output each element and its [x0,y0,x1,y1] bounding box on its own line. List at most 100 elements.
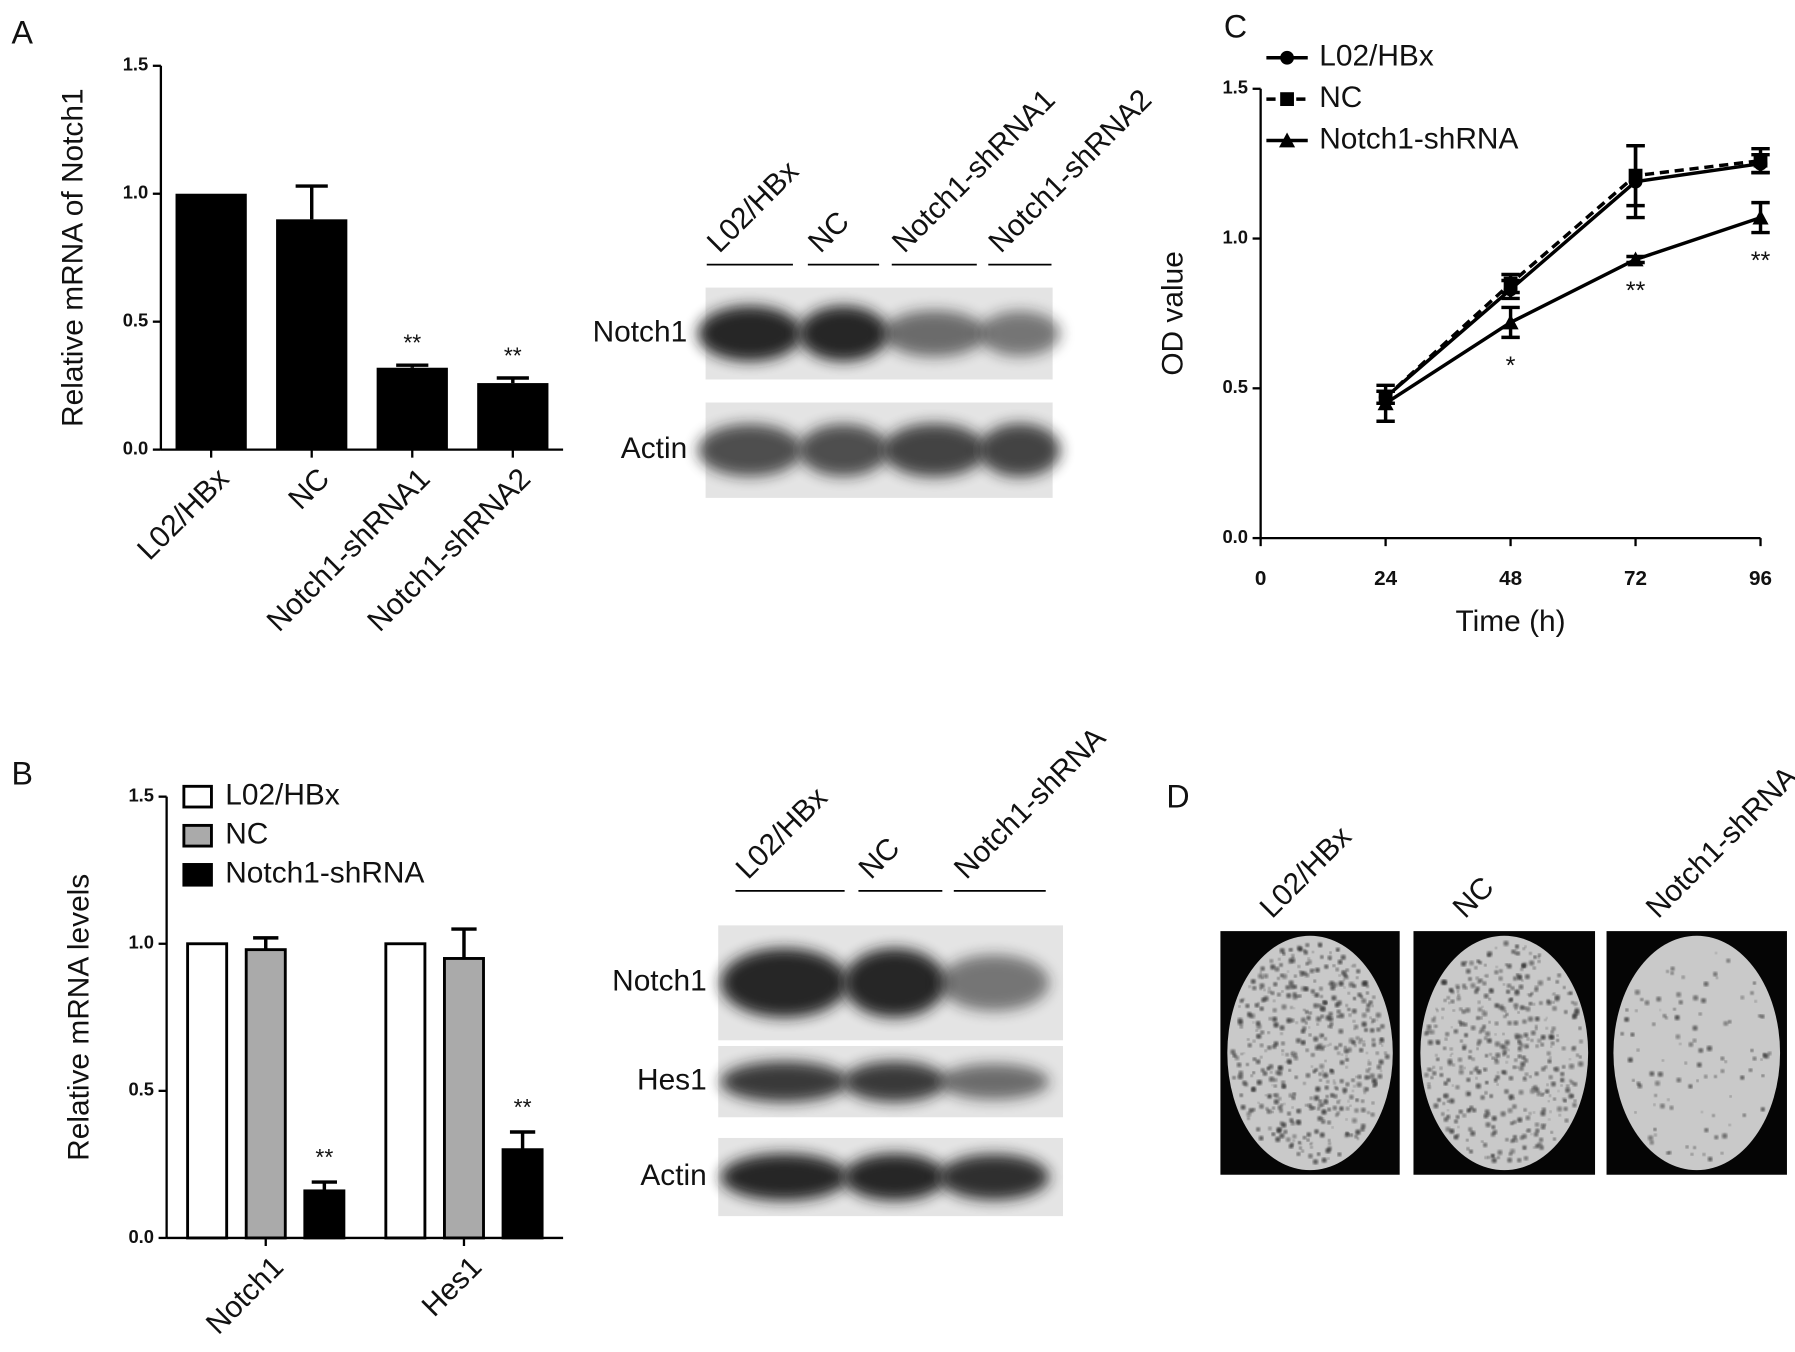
colony [1525,1006,1531,1012]
colony [1266,1109,1272,1114]
x-tick-label: NC [282,462,336,516]
colony [1567,991,1571,995]
colony [1315,967,1320,973]
colony [1320,1014,1325,1019]
colony [1528,960,1535,966]
colony [1354,1044,1357,1047]
blot-band [798,424,889,477]
colony [1495,1075,1500,1080]
colony [1285,1061,1288,1064]
colony [1562,986,1566,989]
colony [1534,988,1539,992]
colony [1281,1049,1284,1053]
colony [1532,966,1536,970]
colony [1291,1054,1294,1057]
colony [1309,1142,1313,1146]
colony [1289,1118,1294,1123]
colony [1359,995,1364,999]
colony [1260,1030,1265,1035]
colony [1300,1029,1306,1034]
colony [1424,1031,1429,1036]
colony [1321,1157,1327,1163]
colony [1470,982,1476,989]
marker [1502,314,1519,330]
colony [1279,963,1283,967]
colony [1291,1095,1296,1100]
colony [1447,1058,1453,1064]
colony [1323,1037,1328,1041]
colony [1260,966,1265,971]
colony [1448,1001,1451,1004]
colony [1349,1104,1352,1107]
colony [1657,1071,1664,1077]
colony [1338,1099,1341,1102]
colony [1632,1079,1635,1082]
marker [1753,153,1768,168]
colony [1754,1000,1757,1003]
legend-label: L02/HBx [1319,40,1434,73]
colony [1740,1075,1745,1080]
marker [1627,251,1644,267]
colony [1521,1055,1526,1060]
colony [1530,1030,1536,1036]
colony [1444,1037,1448,1041]
colony [1292,992,1297,997]
colony [1353,1024,1359,1030]
y-axis-label: OD value [1156,251,1189,375]
colony [1424,1072,1429,1078]
colony [1571,1046,1576,1052]
colony [1349,1133,1353,1137]
colony [1505,1138,1509,1142]
colony [1528,993,1532,997]
blot-band [697,424,803,477]
blot-band [938,1154,1050,1201]
lane-label: L02/HBx [701,155,805,259]
colony [1503,1015,1507,1019]
colony [1384,1051,1387,1055]
colony [1257,1101,1260,1104]
y-axis-label: Relative mRNA levels [62,874,95,1161]
colony [1475,1083,1482,1089]
colony [1762,1052,1765,1055]
colony [1570,1080,1575,1085]
colony [1492,1129,1498,1135]
colony [1552,1001,1555,1004]
colony [1267,1031,1270,1034]
colony [1494,1021,1499,1026]
lane-label: NC [853,831,907,885]
colony [1502,1045,1508,1051]
colony [1277,1127,1283,1132]
colony [1274,966,1280,972]
y-tick-label: 0.0 [123,437,149,458]
colony [1374,1082,1378,1086]
colony [1483,993,1489,999]
colony [1740,995,1745,1000]
colony [1367,1061,1372,1066]
colony [1532,1003,1536,1006]
colony [1290,1052,1293,1055]
colony [1363,1091,1367,1094]
colony [1523,1146,1526,1150]
colony [1750,991,1754,995]
colony [1362,1040,1366,1044]
colony [1446,1078,1451,1083]
colony [1371,1038,1376,1042]
colony [1341,1053,1344,1056]
colony [1318,1072,1323,1076]
colony [1306,1015,1311,1021]
colony [1449,1098,1455,1104]
colony [1363,1086,1369,1092]
colony [1748,1068,1753,1072]
colony [1304,1021,1308,1025]
colony [1527,1016,1534,1022]
colony [1498,976,1503,981]
bar [303,1189,346,1240]
colony [1668,1150,1672,1155]
colony [1550,1045,1553,1048]
colony [1283,1102,1286,1105]
lane-label: Notch1-shRNA1 [886,83,1062,259]
colony [1338,974,1341,977]
colony [1259,987,1263,991]
colony [1260,1068,1265,1073]
colony [1355,1036,1360,1041]
